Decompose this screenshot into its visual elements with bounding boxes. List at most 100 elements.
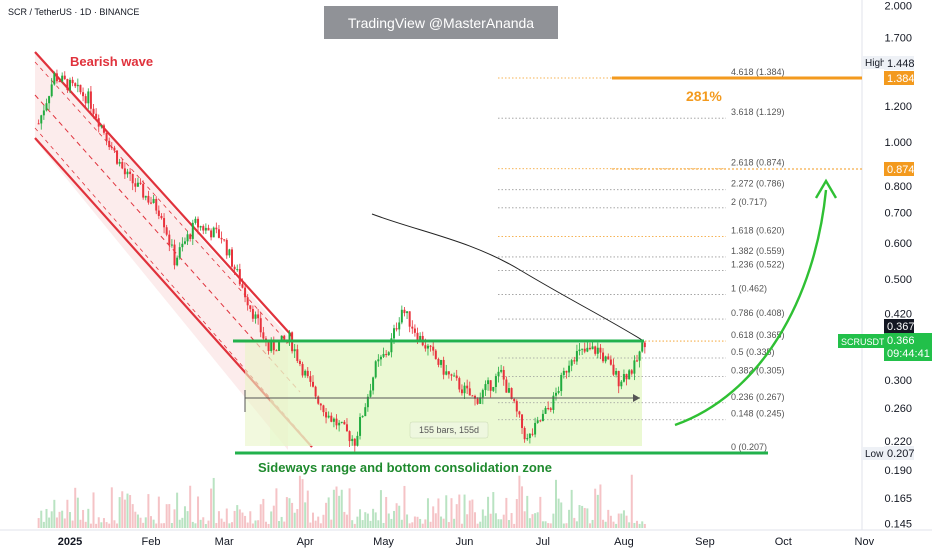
volume-bar xyxy=(136,514,139,528)
volume-bar xyxy=(176,492,179,528)
volume-bar xyxy=(144,517,147,528)
volume-bar xyxy=(408,523,411,528)
candle-body xyxy=(426,345,429,349)
volume-bar xyxy=(335,486,338,528)
candle-body xyxy=(484,384,487,391)
volume-bar xyxy=(544,521,547,528)
candle-body xyxy=(377,359,380,362)
volume-bar xyxy=(471,499,474,528)
price-tag-box xyxy=(884,56,914,70)
candle-body xyxy=(385,353,388,356)
volume-bar xyxy=(304,502,307,528)
volume-bar xyxy=(259,504,262,528)
candle-body xyxy=(416,332,419,341)
fib-label: 0.786 (0.408) xyxy=(731,308,785,318)
volume-bar xyxy=(181,517,184,528)
candle-body xyxy=(191,222,194,239)
volume-bar xyxy=(403,485,406,528)
volume-bar xyxy=(429,521,432,528)
candle-body xyxy=(500,369,503,372)
fib-label: 1 (0.462) xyxy=(731,284,767,294)
volume-bar xyxy=(588,523,591,528)
y-tick-label: 1.200 xyxy=(884,101,912,113)
volume-bar xyxy=(560,502,563,528)
candle-body xyxy=(288,332,291,340)
price-tag-value: 1.448 xyxy=(887,58,915,70)
volume-bar xyxy=(500,519,503,528)
candle-body xyxy=(178,247,181,258)
range-zone-edge xyxy=(245,340,270,446)
candle-body xyxy=(361,416,364,418)
volume-bar xyxy=(602,519,605,528)
candle-body xyxy=(45,103,48,111)
x-tick-label: Jun xyxy=(456,536,474,548)
x-tick-label: Oct xyxy=(775,536,792,548)
candle-body xyxy=(521,414,524,428)
candle-body xyxy=(578,349,581,352)
volume-bar xyxy=(636,520,638,528)
candle-body xyxy=(168,234,171,245)
volume-bar xyxy=(246,522,249,528)
candle-body xyxy=(79,84,82,93)
candle-body xyxy=(560,374,563,392)
volume-bar xyxy=(615,523,618,528)
time-axis[interactable]: 2025 Feb Mar Apr May Jun Jul Aug Sep Oct Nov xyxy=(58,536,875,548)
volume-bar xyxy=(372,508,375,528)
volume-bar xyxy=(573,517,576,528)
volume-bar xyxy=(604,521,607,528)
candle-body xyxy=(536,420,539,423)
candle-body xyxy=(199,226,202,228)
candle-body xyxy=(312,381,314,387)
candle-body xyxy=(217,229,220,238)
candle-body xyxy=(447,371,450,375)
candle-body xyxy=(144,195,147,198)
symbol-info: SCR / TetherUS · 1D · BINANCE xyxy=(8,7,139,17)
candle-body xyxy=(390,338,393,353)
candle-body xyxy=(549,408,552,410)
volume-bar xyxy=(267,523,270,528)
candle-body xyxy=(479,397,482,404)
candle-body xyxy=(455,375,458,379)
candle-body xyxy=(557,391,560,393)
projection-arrow xyxy=(674,189,828,427)
volume-bars xyxy=(37,474,646,528)
candle-body xyxy=(359,417,362,436)
candle-body xyxy=(518,411,521,415)
volume-bar xyxy=(617,513,620,528)
candle-body xyxy=(82,92,85,97)
candle-body xyxy=(466,385,469,389)
x-tick-label: Feb xyxy=(142,536,161,548)
candle-body xyxy=(231,249,233,267)
volume-bar xyxy=(445,495,448,528)
candle-body xyxy=(492,387,495,391)
volume-bar xyxy=(622,510,625,528)
volume-bar xyxy=(71,520,74,528)
volume-bar xyxy=(413,516,416,528)
volume-bar xyxy=(118,497,121,528)
y-tick-label: 2.000 xyxy=(884,0,912,12)
volume-bar xyxy=(426,498,429,528)
volume-bar xyxy=(356,516,359,528)
candle-body xyxy=(596,347,599,354)
candle-body xyxy=(528,433,531,439)
candle-body xyxy=(238,269,241,285)
volume-bar xyxy=(236,505,239,528)
volume-bar xyxy=(257,520,260,528)
volume-bar xyxy=(139,517,142,528)
volume-bar xyxy=(515,499,518,528)
candle-body xyxy=(541,413,544,422)
candle-body xyxy=(95,113,98,119)
candle-body xyxy=(463,385,466,394)
volume-bar xyxy=(513,523,516,528)
volume-bar xyxy=(549,523,552,528)
y-tick-label: 0.800 xyxy=(884,181,912,193)
volume-bar xyxy=(348,488,351,528)
y-tick-label: 1.700 xyxy=(884,32,912,44)
candle-body xyxy=(615,370,618,375)
volume-bar xyxy=(152,519,155,528)
candle-body xyxy=(278,341,281,351)
volume-bar xyxy=(526,495,529,528)
candle-body xyxy=(204,227,207,231)
candle-body xyxy=(638,351,641,361)
